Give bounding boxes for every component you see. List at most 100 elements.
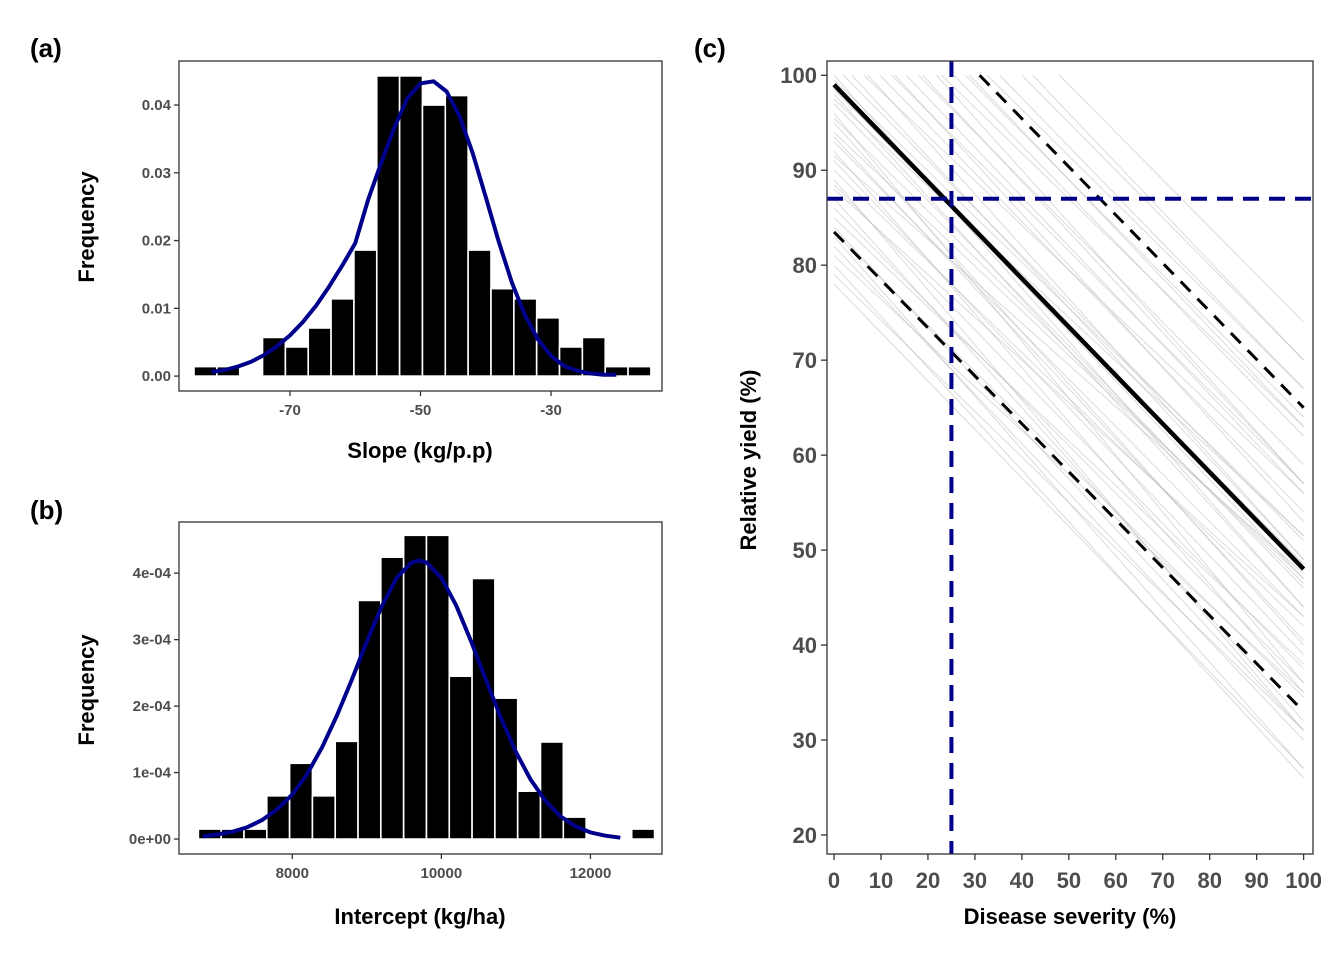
simulated-line	[833, 93, 1304, 608]
x-tick-label: 12000	[570, 865, 612, 882]
y-axis-title-a: Frequency	[74, 171, 99, 283]
histogram-bar	[627, 365, 652, 377]
histogram-bar	[448, 675, 473, 840]
histogram-slope: 0.00 0.01 0.02 0.03 0.04 -70 -50 -30	[142, 60, 663, 419]
y-tick-label: 50	[793, 538, 817, 563]
histogram-bar	[402, 534, 428, 840]
y-tick-label: 0.04	[142, 97, 172, 114]
y-tick-label: 2e-04	[133, 698, 172, 715]
simulated-line	[833, 207, 1304, 684]
y-tick-label: 80	[793, 253, 817, 278]
simulated-line	[833, 150, 1304, 693]
x-tick-label: 80	[1197, 868, 1221, 893]
y-tick-label: 100	[780, 63, 817, 88]
simulated-line	[833, 217, 1304, 665]
simulated-line	[941, 74, 1304, 427]
x-tick-label: 90	[1244, 868, 1268, 893]
density-curve	[211, 79, 617, 377]
histogram-bar	[471, 577, 496, 840]
y-axis-title-c: Relative yield (%)	[736, 370, 761, 551]
histogram-bar	[516, 790, 542, 840]
simulated-line	[843, 74, 1304, 541]
x-axis-title-a: Slope (kg/p.p)	[347, 438, 492, 463]
simulated-line	[833, 131, 1304, 579]
simulated-line	[1021, 74, 1304, 361]
simulated-line	[999, 74, 1304, 389]
x-tick-label: 10000	[421, 865, 463, 882]
x-tick-label: 8000	[276, 865, 309, 882]
histogram-bar	[444, 94, 469, 377]
histogram-bar	[334, 740, 359, 840]
simulated-line	[833, 226, 1304, 731]
y-tick-label: 0.02	[142, 233, 171, 250]
simulated-line	[833, 136, 1304, 641]
mean-line	[832, 83, 1306, 571]
simulated-line	[851, 74, 1304, 560]
y-tick-label: 0e+00	[129, 831, 171, 848]
plot-frame	[826, 60, 1314, 855]
x-tick-label: 20	[916, 868, 940, 893]
simulated-line	[953, 74, 1304, 437]
y-tick-label: 30	[793, 728, 817, 753]
yield-loss-plot: 20 30 40 50 60 70 80 90 100 0 10 20 30 40 50 60 70 80 90 10…	[780, 60, 1322, 893]
y-tick-label: 4e-04	[133, 565, 172, 582]
x-axis-title-c: Disease severity (%)	[964, 904, 1177, 929]
histogram-bar	[494, 697, 519, 840]
simulated-line	[833, 188, 1304, 617]
histogram-bar	[467, 249, 492, 377]
y-tick-label: 0.01	[142, 300, 171, 317]
x-tick-label: 50	[1057, 868, 1081, 893]
simulated-line	[833, 179, 1304, 731]
simulated-line	[1059, 74, 1304, 323]
histogram-bar	[307, 327, 332, 377]
panel-label-a: (a)	[30, 33, 62, 63]
x-axis-title-b: Intercept (kg/ha)	[334, 904, 505, 929]
simulated-line	[833, 112, 1304, 684]
simulated-line	[833, 198, 1304, 722]
simulated-line	[867, 74, 1304, 560]
simulated-line	[833, 264, 1304, 779]
histogram-bar	[535, 317, 561, 377]
x-tick-label: -50	[410, 402, 432, 419]
simulated-line	[833, 103, 1304, 589]
histogram-bar	[284, 346, 310, 377]
simulated-line	[863, 74, 1304, 494]
y-tick-label: 40	[793, 633, 817, 658]
x-tick-label: 100	[1285, 868, 1322, 893]
simulated-line	[936, 74, 1304, 484]
simulated-line	[905, 74, 1304, 494]
y-tick-label: 20	[793, 823, 817, 848]
simulated-line	[833, 245, 1304, 741]
histogram-bar	[425, 534, 451, 840]
histogram-intercept: 0e+00 1e-04 2e-04 3e-04 4e-04 8000 10000 12000	[129, 521, 663, 882]
ci-line-upper	[978, 74, 1305, 409]
simulated-line	[833, 231, 1304, 698]
simulated-line	[894, 74, 1304, 522]
x-tick-label: 70	[1150, 868, 1174, 893]
y-tick-label: 90	[793, 158, 817, 183]
histogram-bar	[490, 287, 515, 377]
simulated-line	[833, 160, 1304, 655]
simulated-line	[833, 283, 1304, 769]
histogram-bar	[330, 298, 355, 377]
x-tick-label: 60	[1104, 868, 1128, 893]
y-tick-label: 0.03	[142, 165, 171, 182]
panel-label-b: (b)	[30, 495, 63, 525]
y-tick-label: 1e-04	[133, 765, 172, 782]
simulated-line	[833, 122, 1304, 646]
histogram-bar	[513, 298, 538, 377]
simulated-line	[1032, 74, 1304, 361]
simulated-line	[833, 98, 1304, 537]
histogram-bar	[353, 249, 378, 377]
simulated-line	[891, 74, 1304, 484]
density-curve	[202, 558, 621, 840]
x-tick-label: -30	[540, 402, 562, 419]
ci-line-lower	[832, 230, 1305, 713]
y-axis-title-b: Frequency	[74, 634, 99, 746]
simulated-line	[833, 236, 1304, 769]
x-tick-label: 10	[869, 868, 893, 893]
plot-frame	[178, 521, 663, 855]
y-tick-label: 60	[793, 443, 817, 468]
y-tick-label: 70	[793, 348, 817, 373]
